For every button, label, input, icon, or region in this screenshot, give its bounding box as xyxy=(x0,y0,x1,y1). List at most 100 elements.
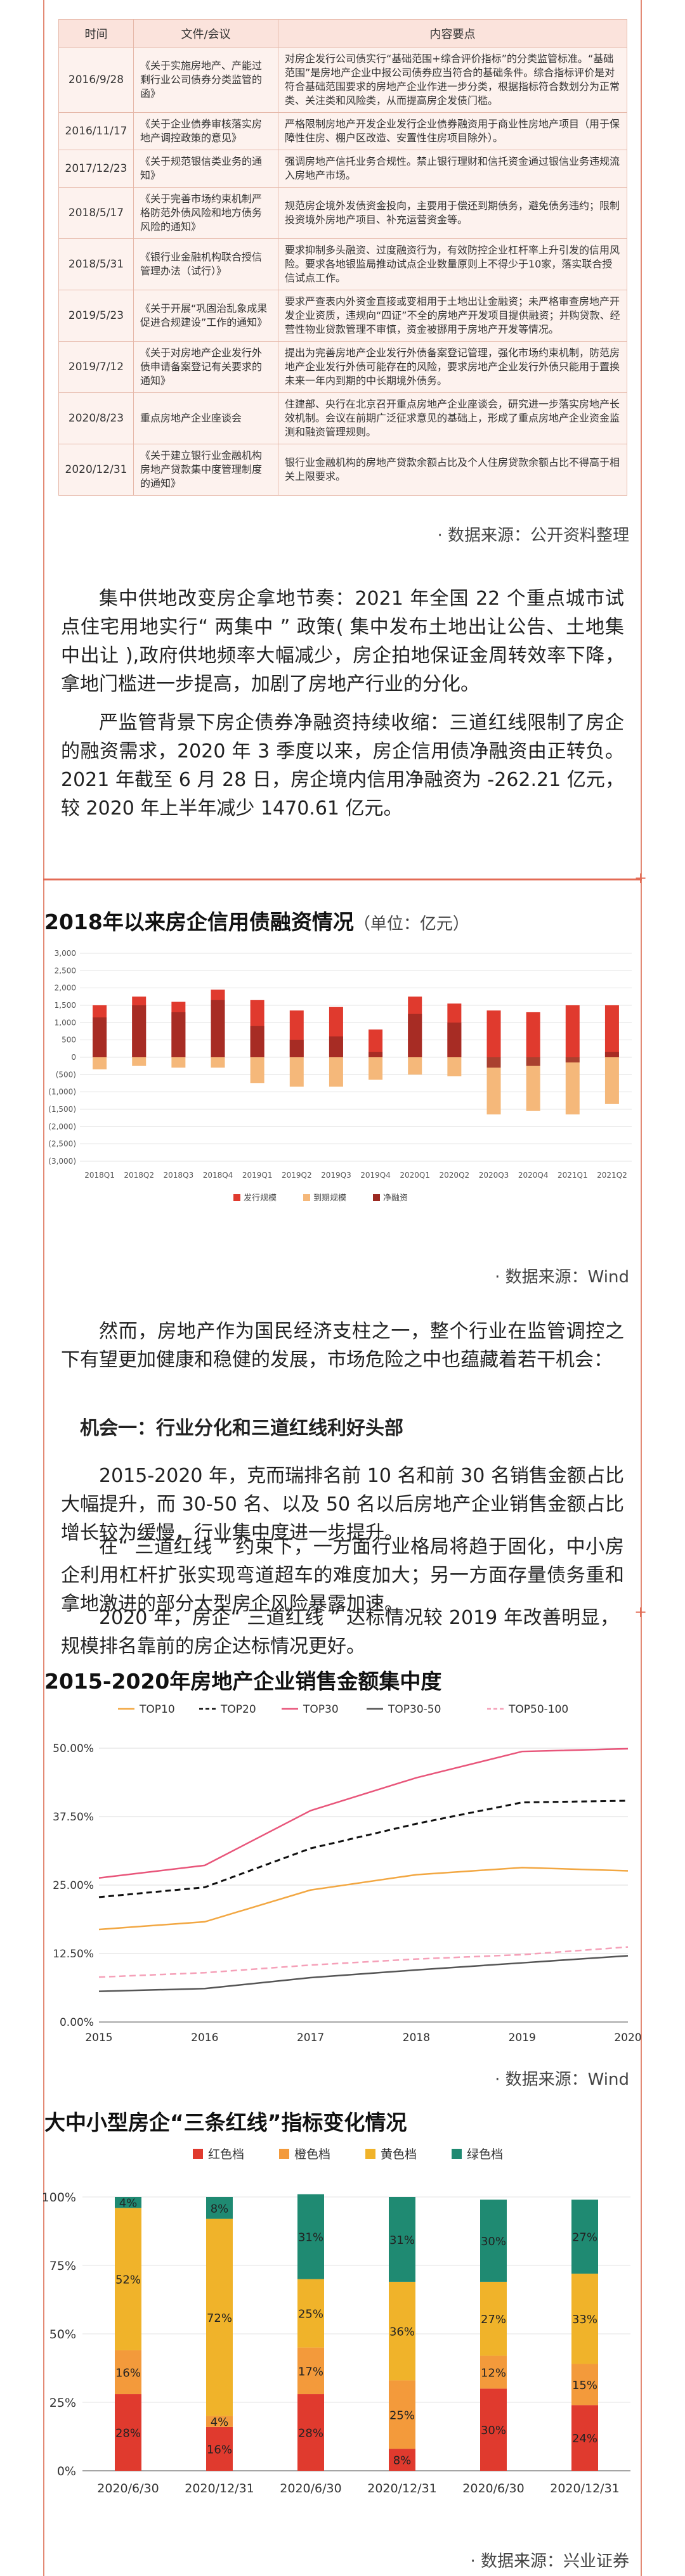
stack-segment xyxy=(389,2197,415,2282)
table-row: 2018/5/31 《银行业金融机构联合授信管理办法（试行）》 要求抑制多头融资、过… xyxy=(58,238,627,290)
data-label: 16% xyxy=(207,2443,232,2456)
stack-segment xyxy=(389,2281,415,2381)
y-tick-label: 3,000 xyxy=(55,949,76,958)
section-divider xyxy=(43,879,642,880)
data-label: 25% xyxy=(298,2308,323,2321)
y-tick-label: 1,500 xyxy=(55,1001,76,1010)
chart-unit: （单位：亿元） xyxy=(353,915,469,934)
x-tick-label: 2017 xyxy=(297,2032,324,2044)
maturity-bar xyxy=(93,1057,107,1070)
policy-content: 要求严查表内外资金直接或变相用于土地出让金融资；未严格审查房地产开发企业资质，违… xyxy=(278,290,627,342)
policy-date: 2020/8/23 xyxy=(58,392,134,444)
paragraph: 2015-2020 年，克而瑞排名前 10 名和前 30 名销售金额占比大幅提升… xyxy=(61,1465,624,1544)
maturity-bar xyxy=(526,1057,540,1111)
net-bar xyxy=(289,1040,304,1057)
stack-segment xyxy=(297,2279,324,2348)
data-label: 52% xyxy=(115,2274,141,2287)
legend-swatch xyxy=(233,1194,240,1201)
y-tick-label: (2,000) xyxy=(48,1122,76,1131)
policy-document: 《关于完善市场约束机制严格防范外债风险和地方债务风险的通知》 xyxy=(133,187,278,239)
data-label: 17% xyxy=(298,2365,323,2378)
net-bar xyxy=(408,1014,422,1057)
data-label: 33% xyxy=(572,2313,597,2326)
x-tick-label: 2018Q1 xyxy=(84,1171,115,1180)
y-tick-label: (1,000) xyxy=(48,1088,76,1097)
plus-marker: + xyxy=(634,869,648,887)
policy-document: 《关于建立银行业金融机构房地产贷款集中度管理制度的通知》 xyxy=(133,444,278,496)
table-row: 2016/9/28 《关于实施房地产、产能过剩行业公司债券分类监管的函》 对房企发行… xyxy=(58,47,627,113)
issue-bar xyxy=(486,1010,501,1057)
policy-date: 2020/12/31 xyxy=(58,444,134,496)
maturity-bar xyxy=(132,1057,147,1066)
legend-label: TOP30-50 xyxy=(388,1703,441,1716)
net-bar xyxy=(604,1052,619,1057)
y-tick-label: 25% xyxy=(49,2396,76,2410)
legend-label: 黄色档 xyxy=(381,2148,417,2161)
x-tick-label: 2020Q1 xyxy=(400,1171,430,1180)
y-tick-label: (2,500) xyxy=(48,1140,76,1149)
maturity-bar xyxy=(369,1057,383,1080)
net-bar xyxy=(447,1022,462,1057)
source-note: · 数据来源：兴业证券 xyxy=(470,2552,629,2571)
stack-segment xyxy=(480,2199,507,2282)
policy-table: 时间 文件/会议 内容要点 2016/9/28 《关于实施房地产、产能过剩行业公司… xyxy=(58,19,627,496)
x-tick-label: 2019Q2 xyxy=(282,1171,312,1180)
stack-segment xyxy=(206,2197,233,2219)
paragraph: 2020 年，房企“ 三道红线 ” 达标情况较 2019 年改善明显，规模排名靠… xyxy=(61,1607,619,1658)
paragraph: 严监管背景下房企债券净融资持续收缩：三道红线限制了房企的融资需求，2020 年 … xyxy=(61,712,624,820)
chart-title: 大中小型房企“三条红线”指标变化情况 xyxy=(44,2110,407,2135)
table-row: 2019/5/23 《关于开展“巩固治乱象成果促进合规建设”工作的通知》 要求严查表… xyxy=(58,290,627,342)
y-tick-label: 50.00% xyxy=(53,1742,94,1755)
stack-segment xyxy=(571,2364,598,2405)
stack-segment xyxy=(571,2273,598,2364)
bond-financing-chart: 3,000 2,500 2,000 1,500 1,000 500 0 (500) (1,000… xyxy=(48,949,632,1203)
stack-segment xyxy=(297,2347,324,2395)
policy-document: 《关于实施房地产、产能过剩行业公司债券分类监管的函》 xyxy=(133,47,278,113)
net-bar xyxy=(369,1052,383,1057)
maturity-bar xyxy=(250,1057,264,1083)
maturity-bar xyxy=(211,1057,225,1068)
y-tick-label: 500 xyxy=(62,1036,76,1045)
x-tick-label: 2018Q2 xyxy=(124,1171,154,1180)
y-tick-label: 100% xyxy=(43,2191,76,2205)
stack-segment xyxy=(297,2394,324,2471)
maturity-bar xyxy=(604,1057,619,1104)
policy-document: 《关于企业债券审核落实房地产调控政策的意见》 xyxy=(133,112,278,150)
table-row: 2016/11/17 《关于企业债券审核落实房地产调控政策的意见》 严格限制房地产开… xyxy=(58,112,627,150)
x-tick-label: 2020Q2 xyxy=(440,1171,470,1180)
table-header-row: 时间 文件/会议 内容要点 xyxy=(58,19,627,48)
net-bar xyxy=(93,1017,107,1057)
x-tick-label: 2020/12/31 xyxy=(550,2482,620,2496)
x-tick-label: 2019Q1 xyxy=(242,1171,273,1180)
table-row: 2020/8/23 重点房地产企业座谈会 住建部、央行在北京召开重点房地产企业座谈会… xyxy=(58,392,627,444)
chart-title: 2015-2020年房地产企业销售金额集中度 xyxy=(44,1669,442,1694)
x-tick-label: 2019Q4 xyxy=(360,1171,391,1180)
maturity-bar xyxy=(486,1057,501,1115)
x-tick-label: 2020Q3 xyxy=(479,1171,509,1180)
data-label: 4% xyxy=(211,2416,229,2429)
net-bar xyxy=(171,1012,186,1057)
series-line xyxy=(98,1748,629,1879)
stack-segment xyxy=(206,2426,233,2471)
table-header: 时间 xyxy=(58,19,134,48)
x-tick-label: 2020/6/30 xyxy=(280,2482,341,2496)
issue-bar xyxy=(604,1005,619,1057)
x-tick-label: 2015 xyxy=(85,2032,112,2044)
y-tick-label: 0 xyxy=(71,1053,76,1062)
policy-date: 2016/11/17 xyxy=(58,112,134,150)
y-tick-label: 12.50% xyxy=(53,1948,94,1961)
x-tick-label: 2016 xyxy=(191,2032,218,2044)
policy-content: 银行业金融机构的房地产贷款余额占比及个人住房贷款余额占比不得高于相关上限要求。 xyxy=(278,444,627,496)
stack-segment xyxy=(571,2199,598,2274)
maturity-bar xyxy=(408,1057,422,1075)
data-label: 31% xyxy=(298,2231,323,2244)
x-tick-label: 2018Q3 xyxy=(164,1171,194,1180)
table-row: 2017/12/23 《关于规范银信类业务的通知》 强调房地产信托业务合规性。禁止银… xyxy=(58,150,627,188)
net-bar xyxy=(565,1057,580,1063)
data-label: 28% xyxy=(115,2427,141,2440)
data-label: 12% xyxy=(481,2366,506,2380)
x-tick-label: 2021Q1 xyxy=(558,1171,588,1180)
policy-date: 2018/5/17 xyxy=(58,187,134,239)
policy-content: 住建部、央行在北京召开重点房地产企业座谈会，研究进一步落实房地产长效机制。会议在… xyxy=(278,392,627,444)
y-tick-label: (500) xyxy=(56,1070,76,1079)
